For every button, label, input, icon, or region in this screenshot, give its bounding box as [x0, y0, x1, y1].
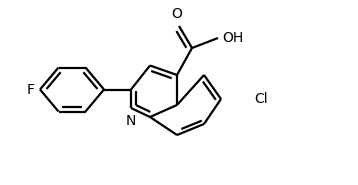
Text: N: N: [126, 114, 136, 128]
Text: F: F: [27, 83, 35, 97]
Text: OH: OH: [222, 31, 243, 45]
Text: Cl: Cl: [254, 92, 268, 106]
Text: O: O: [171, 7, 183, 21]
